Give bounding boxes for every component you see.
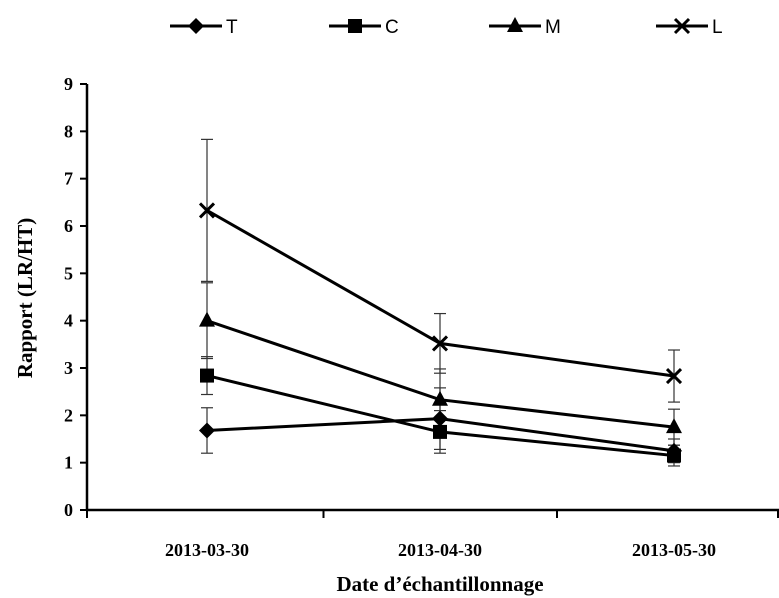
legend-label: M — [545, 17, 561, 38]
y-tick-label: 7 — [64, 169, 73, 189]
x-tick-label: 2013-03-30 — [165, 540, 249, 560]
legend-label: T — [226, 17, 238, 38]
data-point-t — [199, 422, 215, 439]
axes: 0 1 2 3 4 5 6 7 8 9 2013-03-30 2013-04-30 2013-05-30 — [64, 74, 779, 560]
x-tick-label: 2013-04-30 — [398, 540, 482, 560]
y-tick-label: 5 — [64, 263, 73, 283]
y-tick-label: 6 — [64, 216, 73, 236]
data-point-c — [433, 424, 447, 439]
data-point-l — [665, 367, 683, 385]
y-tick-label: 0 — [64, 500, 73, 520]
legend-item-t: T — [170, 17, 238, 38]
data-point-c — [667, 448, 681, 463]
legend-label: C — [385, 17, 399, 38]
legend-item-c: C — [329, 17, 399, 38]
y-tick-label: 1 — [64, 453, 73, 473]
y-tick-label: 9 — [64, 74, 73, 94]
x-tick-label: 2013-05-30 — [632, 540, 716, 560]
y-tick-label: 8 — [64, 121, 73, 141]
legend-marker-m — [507, 17, 523, 32]
data-point-m — [666, 418, 682, 434]
data-point-m — [199, 311, 215, 327]
legend-item-l: L — [656, 17, 723, 38]
x-axis-title: Date d’échantillonnage — [336, 572, 543, 596]
legend-marker-l — [673, 17, 691, 35]
legend-label: L — [712, 17, 723, 38]
data-point-m — [432, 390, 448, 406]
legend-marker-c — [348, 19, 362, 33]
y-tick-label: 3 — [64, 358, 73, 378]
y-tick-label: 2 — [64, 405, 73, 425]
data-point-c — [200, 368, 214, 383]
data-markers — [198, 202, 683, 463]
data-point-t — [432, 410, 448, 427]
data-point-l — [431, 335, 449, 352]
legend-marker-t — [188, 18, 204, 34]
data-point-l — [198, 202, 216, 219]
legend-item-m: M — [489, 17, 561, 38]
y-tick-label: 4 — [64, 311, 73, 331]
y-axis-title: Rapport (LR/HT) — [13, 218, 37, 378]
